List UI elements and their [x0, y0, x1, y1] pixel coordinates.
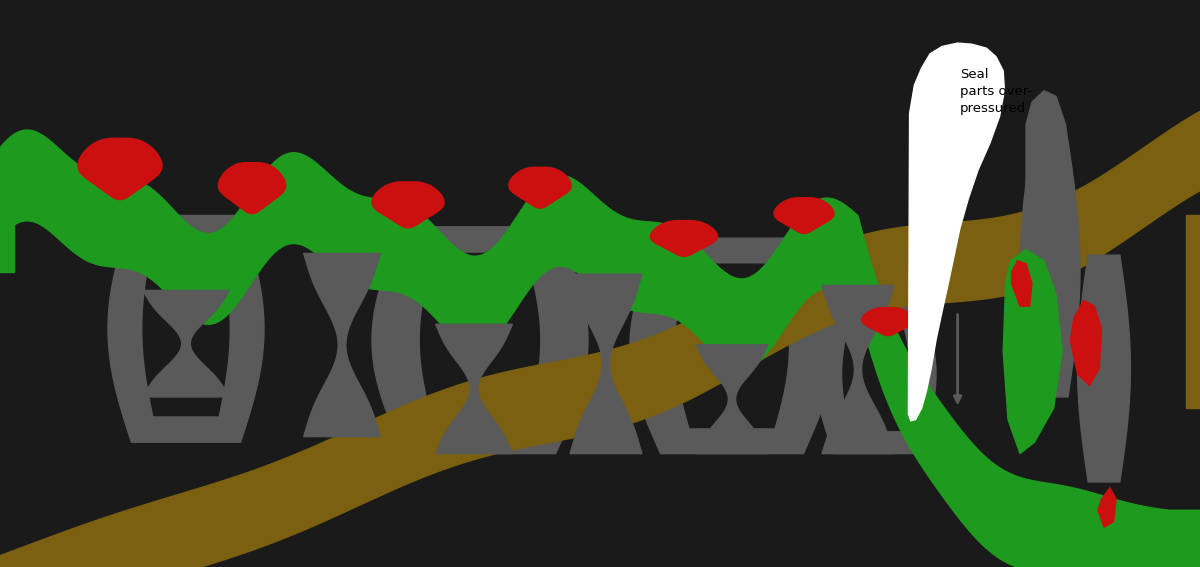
Polygon shape — [1186, 215, 1200, 408]
Polygon shape — [862, 307, 914, 336]
Polygon shape — [421, 253, 539, 427]
Polygon shape — [372, 227, 588, 454]
Polygon shape — [1020, 142, 1080, 397]
Polygon shape — [1070, 301, 1102, 386]
Polygon shape — [372, 182, 444, 228]
Polygon shape — [143, 242, 229, 416]
Polygon shape — [570, 274, 642, 454]
Polygon shape — [696, 345, 768, 454]
Text: Seal
parts over-
pressured: Seal parts over- pressured — [960, 68, 1032, 115]
Polygon shape — [509, 167, 571, 208]
Polygon shape — [1098, 488, 1116, 527]
Polygon shape — [1026, 91, 1072, 329]
Polygon shape — [822, 285, 894, 454]
Polygon shape — [676, 264, 788, 428]
Polygon shape — [108, 215, 264, 442]
Polygon shape — [304, 253, 380, 437]
Polygon shape — [0, 170, 14, 272]
Polygon shape — [630, 238, 834, 454]
Polygon shape — [1003, 249, 1062, 454]
Polygon shape — [844, 318, 908, 430]
Polygon shape — [436, 324, 512, 454]
Polygon shape — [218, 163, 286, 214]
Polygon shape — [143, 290, 229, 397]
Polygon shape — [1012, 261, 1032, 306]
Polygon shape — [816, 295, 936, 454]
Polygon shape — [78, 138, 162, 200]
Polygon shape — [1078, 255, 1130, 482]
Polygon shape — [650, 221, 718, 256]
Polygon shape — [774, 198, 834, 234]
Polygon shape — [908, 43, 1004, 421]
